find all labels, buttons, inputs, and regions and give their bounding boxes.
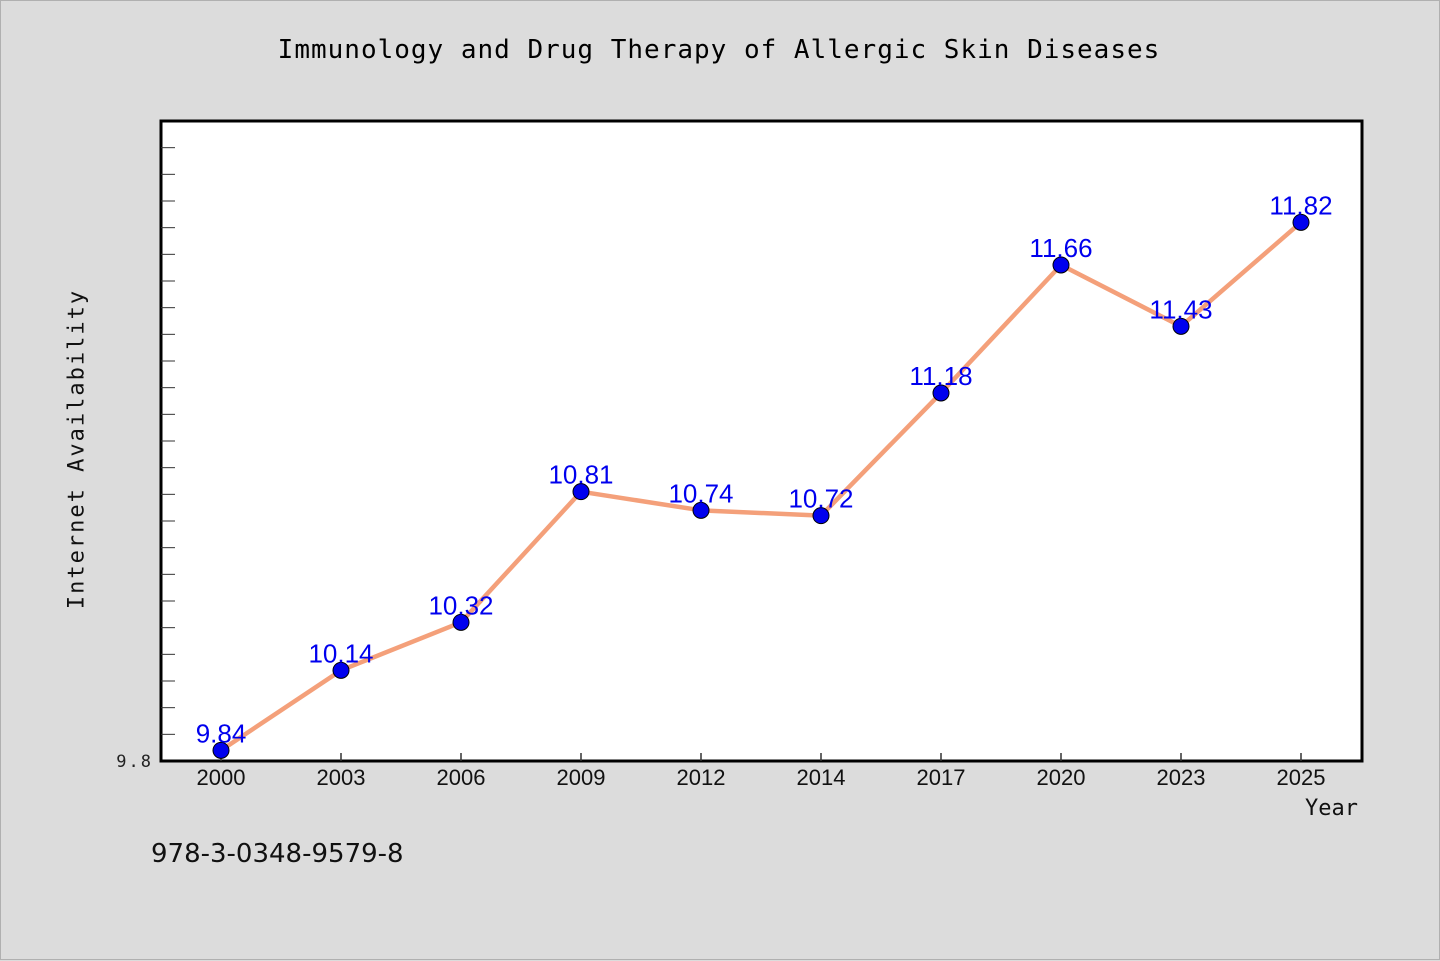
x-tick-label: 2000 [197, 765, 246, 790]
x-axis-label: Year [1305, 796, 1358, 821]
data-point [692, 501, 710, 519]
data-label: 11.43 [1149, 294, 1212, 324]
data-point [1052, 256, 1070, 274]
data-label: 10.14 [308, 638, 373, 668]
data-label: 10.32 [428, 590, 493, 620]
y-tick-label: 9.8 [116, 752, 153, 772]
data-point [332, 661, 350, 679]
data-label: 10.81 [548, 460, 613, 490]
data-label: 10.74 [668, 478, 733, 508]
data-label: 11.82 [1269, 190, 1332, 220]
isbn-text: 978-3-0348-9579-8 [151, 839, 404, 869]
plot-area [159, 119, 1364, 763]
data-point [572, 483, 590, 501]
chart-title: Immunology and Drug Therapy of Allergic … [277, 35, 1161, 65]
x-tick-label: 2025 [1277, 765, 1326, 790]
data-point [452, 613, 470, 631]
x-tick-label: 2012 [677, 765, 726, 790]
data-point [932, 384, 950, 402]
data-point [1292, 213, 1310, 231]
data-label: 10.72 [788, 484, 853, 514]
data-label: 11.66 [1029, 233, 1092, 263]
series-line [218, 220, 1304, 753]
data-point [812, 507, 830, 525]
x-tick-label: 2017 [917, 765, 966, 790]
x-tick-label: 2023 [1157, 765, 1206, 790]
data-label: 11.18 [909, 361, 972, 391]
x-tick-label: 2014 [797, 765, 846, 790]
x-tick-label: 2003 [317, 765, 366, 790]
x-tick-label: 2009 [557, 765, 606, 790]
data-point [212, 741, 230, 759]
x-tick-label: 2006 [437, 765, 486, 790]
data-label: 9.84 [196, 718, 247, 748]
x-tick-label: 2020 [1037, 765, 1086, 790]
data-point [1172, 317, 1190, 335]
